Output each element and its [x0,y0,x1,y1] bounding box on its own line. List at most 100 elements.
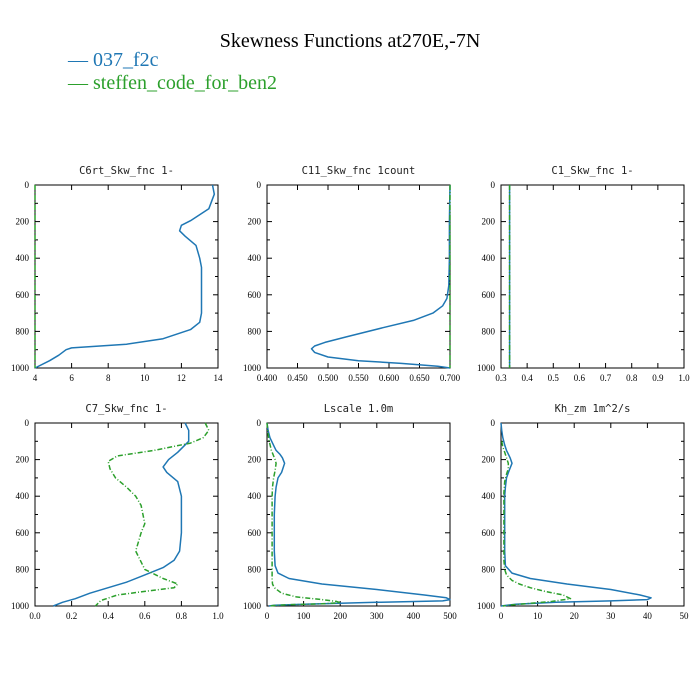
y-tick-label: 0 [491,180,496,190]
x-tick-label: 0.2 [66,611,77,621]
y-tick-label: 0 [25,418,30,428]
x-tick-label: 0.6 [139,611,151,621]
y-tick-label: 0 [491,418,496,428]
x-tick-label: 0 [499,611,504,621]
x-tick-label: 14 [214,373,224,383]
x-tick-label: 40 [643,611,653,621]
x-tick-label: 12 [177,373,186,383]
x-tick-label: 0.4 [103,611,115,621]
x-tick-label: 50 [680,611,690,621]
y-tick-label: 600 [248,528,262,538]
y-tick-label: 1000 [243,363,262,373]
x-tick-label: 0.400 [257,373,278,383]
y-tick-label: 600 [248,290,262,300]
y-tick-label: 600 [16,290,30,300]
plot-frame [266,184,451,369]
x-tick-label: 0.700 [440,373,461,383]
y-tick-label: 400 [248,491,262,501]
y-tick-label: 200 [248,217,262,227]
y-tick-label: 1000 [11,601,30,611]
chart-title: C11_Skw_fnc 1count [302,165,416,177]
series-line-1 [34,184,216,369]
x-tick-label: 0.500 [318,373,339,383]
y-tick-label: 200 [16,455,30,465]
y-tick-label: 200 [482,217,496,227]
x-tick-label: 8 [106,373,111,383]
x-tick-label: 10 [140,373,150,383]
y-tick-label: 800 [248,326,262,336]
x-tick-label: 0.450 [287,373,308,383]
y-tick-label: 0 [25,180,30,190]
x-tick-label: 0.5 [548,373,560,383]
y-tick-label: 200 [248,455,262,465]
y-tick-label: 800 [248,564,262,574]
chart-title: C7_Skw_fnc 1- [85,403,167,415]
y-tick-label: 600 [482,290,496,300]
x-tick-label: 500 [443,611,457,621]
x-tick-label: 0.8 [176,611,188,621]
chart-panel-2: C11_Skw_fnc 1count 0 200 400 600 800 10000.400… [243,165,461,383]
series-line-1 [53,422,190,607]
x-tick-label: 0.550 [348,373,369,383]
plot-frame [500,184,685,369]
y-tick-label: 200 [482,455,496,465]
x-tick-label: 4 [33,373,38,383]
y-tick-label: 400 [16,491,30,501]
x-tick-label: 10 [533,611,543,621]
y-tick-label: 800 [482,564,496,574]
x-tick-label: 0.8 [626,373,638,383]
chart-title: C6rt_Skw_fnc 1- [79,165,174,177]
x-tick-label: 1.0 [212,611,224,621]
legend-entry-series-1: — 037_f2c [68,49,159,72]
x-tick-label: 300 [370,611,384,621]
y-tick-label: 1000 [11,363,30,373]
x-tick-label: 0.6 [574,373,586,383]
y-tick-label: 600 [482,528,496,538]
series-line-2 [266,422,341,607]
y-tick-label: 800 [16,326,30,336]
y-tick-label: 800 [16,564,30,574]
y-tick-label: 0 [257,418,262,428]
y-tick-label: 400 [248,253,262,263]
x-tick-label: 0.9 [652,373,664,383]
x-tick-label: 100 [297,611,311,621]
y-tick-label: 800 [482,326,496,336]
y-tick-label: 200 [16,217,30,227]
x-tick-label: 30 [606,611,616,621]
legend-label: steffen_code_for_ben2 [93,72,278,94]
page-title: Skewness Functions at270E,-7N [219,30,481,52]
x-tick-label: 1.0 [678,373,690,383]
y-tick-label: 600 [16,528,30,538]
series-line-1 [266,422,451,607]
x-tick-label: 0.600 [379,373,400,383]
series-line-2 [94,422,210,607]
plot-frame [266,422,451,607]
series-line-2 [500,441,572,607]
x-tick-label: 0.0 [29,611,41,621]
x-tick-label: 20 [570,611,580,621]
chart-title: Kh_zm 1m^2/s [555,403,631,415]
legend-label: 037_f2c [93,49,159,71]
plot-frame [34,422,219,607]
y-tick-label: 1000 [243,601,262,611]
x-tick-label: 0 [265,611,270,621]
legend-entry-series-2: — steffen_code_for_ben2 [68,72,277,95]
x-tick-label: 0.3 [495,373,507,383]
series-line-1 [310,184,451,369]
chart-title: Lscale 1.0m [324,403,394,415]
y-tick-label: 400 [16,253,30,263]
chart-title: C1_Skw_fnc 1- [551,165,633,177]
y-tick-label: 1000 [477,363,496,373]
y-tick-label: 400 [482,253,496,263]
y-tick-label: 400 [482,491,496,501]
x-tick-label: 0.4 [522,373,534,383]
plot-frame [34,184,219,369]
x-tick-label: 200 [333,611,347,621]
legend-line-icon: — [68,49,93,71]
